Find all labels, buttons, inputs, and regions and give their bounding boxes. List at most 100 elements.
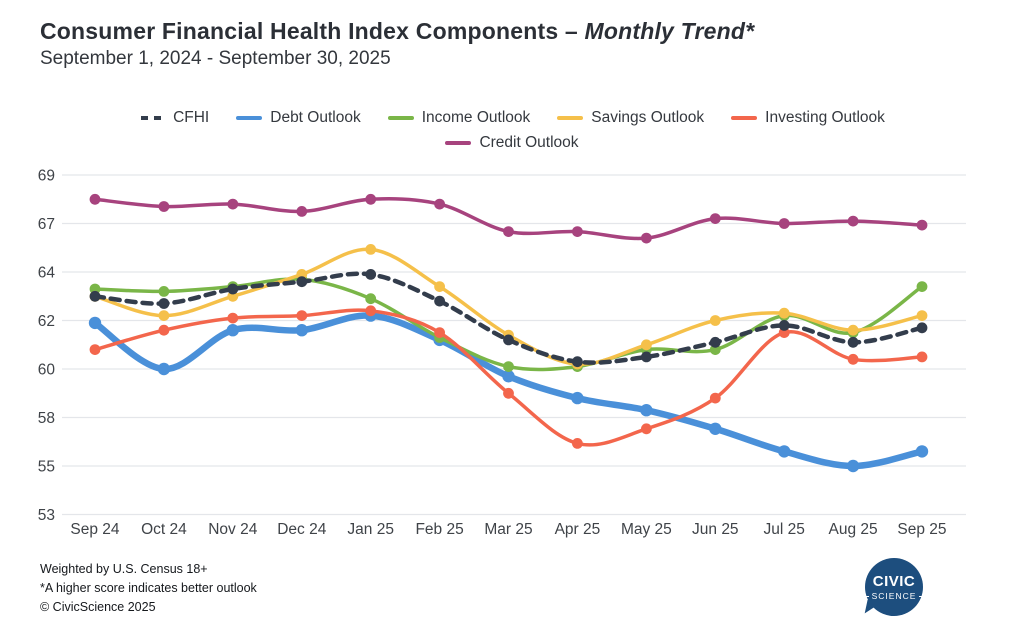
data-point-credit-outlook-May-25[interactable]	[641, 232, 652, 244]
x-tick-label: Mar 25	[484, 521, 532, 538]
data-point-credit-outlook-Jan-25[interactable]	[365, 193, 377, 205]
data-point-credit-outlook-Mar-25[interactable]	[503, 226, 514, 238]
legend-label: Debt Outlook	[270, 109, 361, 126]
data-point-investing-outlook-Oct-24[interactable]	[158, 324, 170, 336]
data-point-investing-outlook-Mar-25[interactable]	[503, 387, 514, 399]
data-point-debt-outlook-Jul-25[interactable]	[778, 445, 791, 458]
data-point-income-outlook-Jan-25[interactable]	[365, 293, 377, 305]
data-point-credit-outlook-Sep-25[interactable]	[916, 219, 928, 231]
series-line	[93, 247, 924, 366]
data-point-savings-outlook-Sep-25[interactable]	[916, 310, 928, 321]
data-point-debt-outlook-Nov-24[interactable]	[226, 324, 239, 337]
data-point-investing-outlook-Feb-25[interactable]	[434, 327, 445, 338]
data-point-savings-outlook-Jun-25[interactable]	[709, 315, 721, 326]
data-point-cfhi-Oct-24[interactable]	[158, 298, 170, 309]
data-point-investing-outlook-Sep-24[interactable]	[89, 344, 101, 355]
data-point-savings-outlook-Feb-25[interactable]	[434, 281, 445, 292]
data-point-savings-outlook-Aug-25[interactable]	[847, 324, 859, 336]
data-point-debt-outlook-May-25[interactable]	[640, 404, 653, 417]
data-point-cfhi-Aug-25[interactable]	[847, 336, 859, 348]
chart-legend: CFHI Debt Outlook Income Outlook Savings Ou…	[0, 109, 1024, 159]
legend-label: Credit Outlook	[479, 134, 579, 151]
series-debt-outlook	[88, 309, 929, 473]
page-title: Consumer Financial Health Index Componen…	[40, 18, 755, 44]
series-cfhi	[89, 269, 928, 368]
logo-text-civic: CIVIC	[872, 572, 916, 590]
data-point-credit-outlook-Sep-24[interactable]	[89, 193, 101, 205]
civicscience-logo: CIVIC SCIENCE	[865, 558, 925, 618]
legend-label: Income Outlook	[421, 109, 531, 126]
data-point-debt-outlook-Sep-25[interactable]	[915, 445, 929, 458]
footnote-weighting: Weighted by U.S. Census 18+	[40, 562, 208, 576]
legend-item-income-outlook[interactable]: Income Outlook	[387, 109, 531, 127]
x-tick-label: May 25	[621, 521, 672, 538]
data-point-cfhi-Feb-25[interactable]	[434, 295, 445, 307]
chart-header: Consumer Financial Health Index Componen…	[40, 18, 754, 70]
data-point-cfhi-May-25[interactable]	[641, 351, 652, 363]
data-point-debt-outlook-Dec-24[interactable]	[295, 324, 308, 337]
x-tick-label: Oct 24	[141, 521, 187, 538]
data-point-cfhi-Jul-25[interactable]	[778, 320, 790, 331]
data-point-cfhi-Jan-25[interactable]	[365, 269, 377, 280]
data-point-credit-outlook-Aug-25[interactable]	[847, 215, 859, 227]
data-point-credit-outlook-Jul-25[interactable]	[778, 218, 790, 229]
data-point-investing-outlook-Jun-25[interactable]	[709, 392, 721, 404]
data-point-investing-outlook-Aug-25[interactable]	[847, 353, 859, 365]
legend-label: Savings Outlook	[591, 109, 705, 126]
data-point-cfhi-Sep-24[interactable]	[89, 290, 101, 302]
x-tick-label: Jul 25	[764, 521, 805, 538]
x-tick-label: Jan 25	[347, 521, 394, 538]
data-point-investing-outlook-Nov-24[interactable]	[227, 312, 239, 324]
data-point-savings-outlook-May-25[interactable]	[641, 339, 652, 351]
x-tick-label: Nov 24	[208, 521, 257, 538]
data-point-debt-outlook-Mar-25[interactable]	[502, 370, 515, 383]
data-point-investing-outlook-Dec-24[interactable]	[296, 310, 308, 321]
legend-item-investing-outlook[interactable]: Investing Outlook	[731, 109, 885, 127]
legend-swatch-savings-outlook	[557, 116, 584, 120]
data-point-savings-outlook-Oct-24[interactable]	[158, 310, 170, 321]
data-point-cfhi-Nov-24[interactable]	[227, 283, 239, 295]
y-tick-label: 55	[38, 459, 55, 476]
data-point-debt-outlook-Jun-25[interactable]	[709, 422, 722, 435]
footnote-copyright: © CivicScience 2025	[40, 599, 156, 614]
legend-item-cfhi[interactable]: CFHI	[139, 109, 209, 127]
data-point-credit-outlook-Feb-25[interactable]	[434, 198, 445, 210]
data-point-debt-outlook-Aug-25[interactable]	[846, 459, 860, 473]
data-point-savings-outlook-Jul-25[interactable]	[778, 307, 790, 319]
data-point-debt-outlook-Oct-24[interactable]	[157, 362, 171, 376]
data-point-investing-outlook-Jan-25[interactable]	[365, 305, 377, 317]
x-tick-label: Sep 25	[897, 521, 946, 538]
data-point-cfhi-Mar-25[interactable]	[503, 334, 514, 346]
data-point-investing-outlook-Sep-25[interactable]	[916, 351, 928, 363]
x-tick-label: Sep 24	[70, 521, 120, 538]
data-point-credit-outlook-Apr-25[interactable]	[572, 226, 583, 238]
legend-label: CFHI	[173, 109, 210, 126]
date-range-subtitle: September 1, 2024 - September 30, 2025	[40, 48, 391, 69]
legend-item-credit-outlook[interactable]: Credit Outlook	[445, 134, 579, 152]
data-point-cfhi-Sep-25[interactable]	[916, 322, 928, 334]
data-point-debt-outlook-Apr-25[interactable]	[571, 391, 584, 405]
series-line	[93, 277, 924, 372]
legend-item-debt-outlook[interactable]: Debt Outlook	[236, 109, 361, 127]
data-point-income-outlook-Sep-25[interactable]	[916, 281, 928, 292]
y-tick-label: 62	[38, 313, 55, 330]
data-point-debt-outlook-Sep-24[interactable]	[88, 316, 102, 330]
data-point-cfhi-Apr-25[interactable]	[572, 356, 583, 368]
data-point-credit-outlook-Nov-24[interactable]	[227, 198, 239, 210]
data-point-credit-outlook-Jun-25[interactable]	[709, 213, 721, 225]
data-point-credit-outlook-Dec-24[interactable]	[296, 206, 308, 217]
legend-swatch-credit-outlook	[445, 141, 472, 145]
legend-item-savings-outlook[interactable]: Savings Outlook	[557, 109, 704, 127]
data-point-cfhi-Dec-24[interactable]	[296, 276, 308, 288]
x-tick-label: Dec 24	[277, 521, 326, 538]
data-point-investing-outlook-May-25[interactable]	[641, 423, 652, 435]
legend-swatch-debt-outlook	[236, 116, 263, 120]
data-point-cfhi-Jun-25[interactable]	[709, 336, 721, 348]
data-point-investing-outlook-Apr-25[interactable]	[572, 438, 583, 449]
data-point-savings-outlook-Jan-25[interactable]	[365, 244, 377, 255]
data-point-credit-outlook-Oct-24[interactable]	[158, 201, 170, 212]
data-point-income-outlook-Oct-24[interactable]	[158, 286, 170, 297]
data-point-income-outlook-Mar-25[interactable]	[503, 361, 514, 372]
footnote-score-meaning: *A higher score indicates better outlook	[40, 580, 257, 595]
